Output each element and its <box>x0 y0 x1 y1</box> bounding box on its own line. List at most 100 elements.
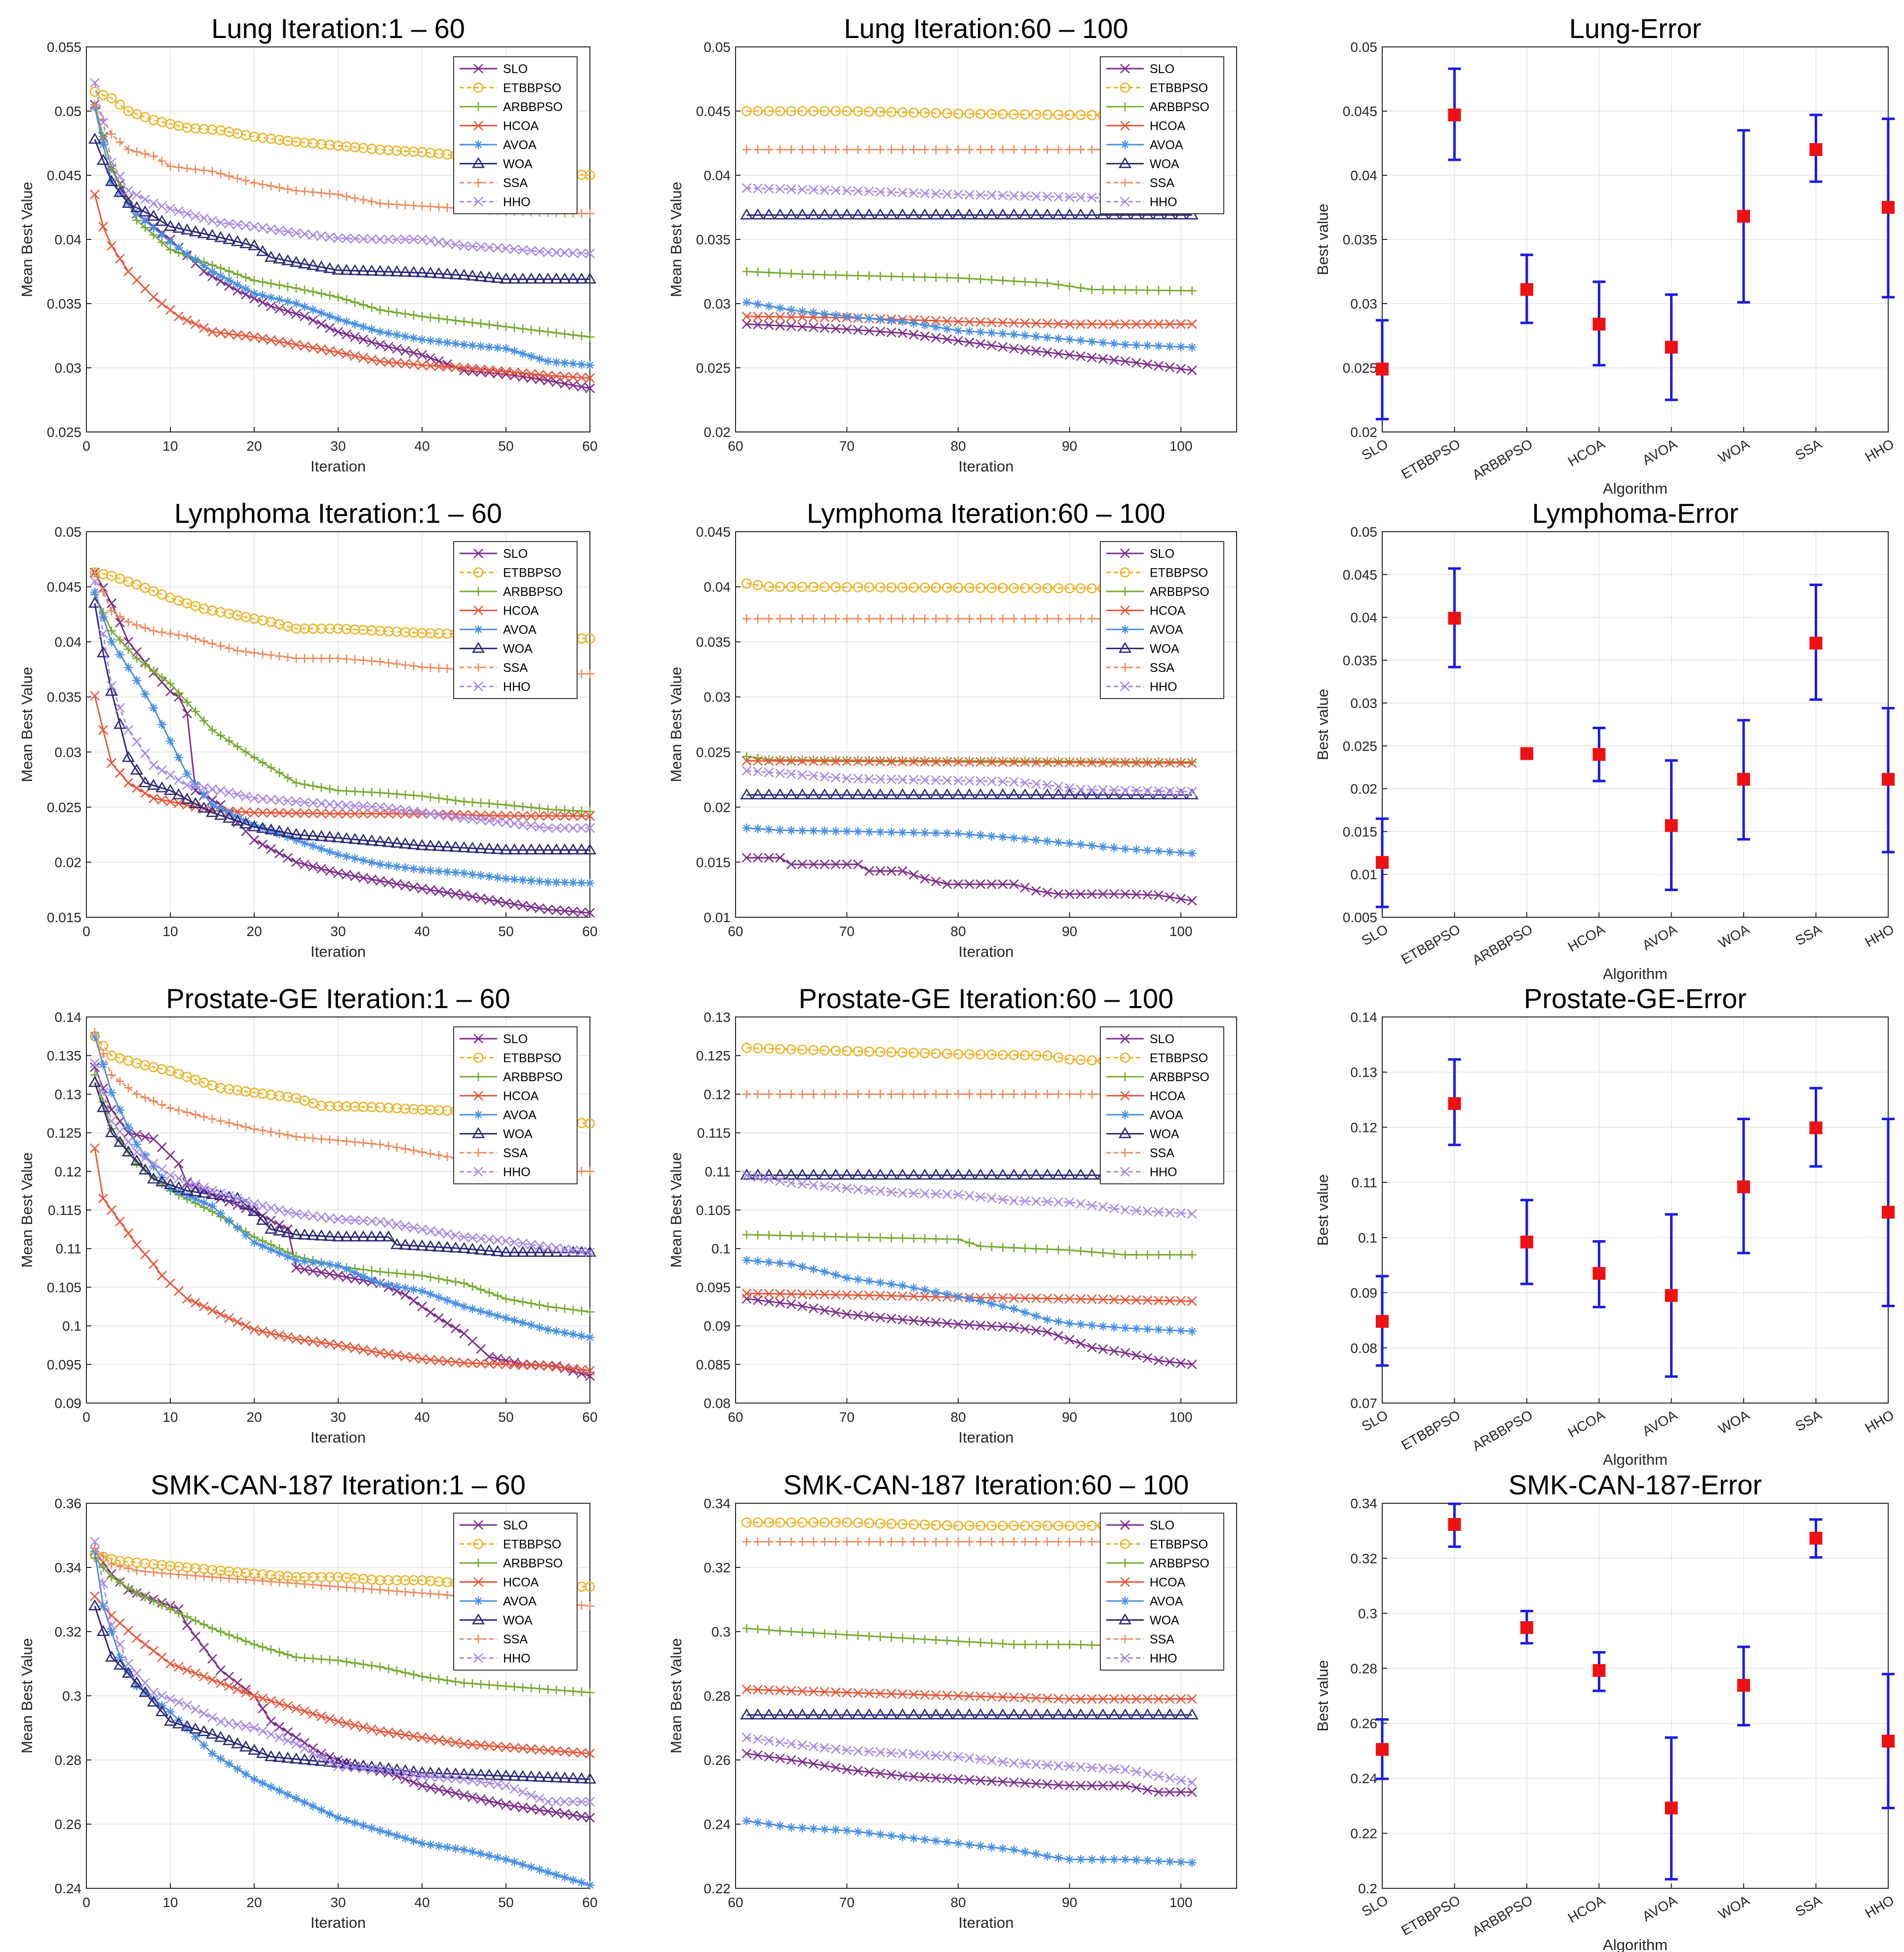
data-point <box>764 825 774 834</box>
data-point <box>325 847 334 857</box>
data-point <box>920 1286 930 1295</box>
data-point <box>797 1517 808 1528</box>
data-point <box>1054 1537 1063 1546</box>
data-point <box>920 320 930 330</box>
data-point <box>775 1289 785 1299</box>
x-axis-label: Iteration <box>958 1429 1013 1446</box>
data-point <box>443 1152 452 1162</box>
data-point <box>342 295 351 305</box>
data-point <box>283 853 293 863</box>
data-point <box>507 1769 521 1781</box>
legend-label: WOA <box>1150 1128 1179 1141</box>
data-point <box>132 1147 142 1157</box>
data-point <box>1141 208 1154 220</box>
data-point <box>808 1045 819 1055</box>
data-point <box>965 1537 974 1546</box>
data-point <box>350 1215 360 1225</box>
series-hho <box>90 1058 595 1257</box>
mean-marker <box>1737 210 1750 223</box>
data-point <box>166 1103 175 1113</box>
data-point <box>434 1313 444 1323</box>
data-point <box>510 875 519 884</box>
data-point <box>1029 1708 1043 1719</box>
data-point <box>976 1537 985 1546</box>
data-point <box>886 1689 896 1699</box>
data-point <box>807 1169 820 1180</box>
data-point <box>986 1049 997 1060</box>
data-point <box>300 1132 309 1142</box>
data-point <box>764 312 774 322</box>
data-point <box>331 264 345 275</box>
data-point <box>809 145 818 154</box>
data-point <box>829 1708 843 1719</box>
data-point <box>1154 1694 1164 1704</box>
data-point <box>325 232 335 242</box>
legend-label: SLO <box>1150 547 1174 561</box>
data-point <box>874 1169 887 1180</box>
y-tick-label: 0.05 <box>1351 39 1378 55</box>
legend-label: AVOA <box>1150 138 1183 152</box>
data-point <box>1154 1356 1164 1366</box>
data-point <box>493 873 502 882</box>
data-point <box>577 1167 586 1176</box>
data-point <box>831 271 840 280</box>
data-point <box>1187 343 1197 352</box>
data-point <box>898 1634 907 1642</box>
data-point <box>998 191 1008 200</box>
data-point <box>1053 1197 1064 1207</box>
legend-marker <box>474 140 483 149</box>
data-point <box>831 756 841 766</box>
data-point <box>786 106 797 117</box>
data-point <box>1087 889 1097 899</box>
data-point <box>199 166 208 175</box>
data-point <box>106 93 117 104</box>
data-point <box>141 1093 150 1102</box>
x-tick-label: SLO <box>1359 1407 1391 1434</box>
data-point <box>216 1717 226 1726</box>
data-point <box>518 1318 527 1327</box>
data-point <box>1154 286 1164 295</box>
data-point <box>392 659 401 668</box>
y-tick-label: 0.04 <box>55 634 82 650</box>
data-point <box>1107 788 1121 800</box>
data-point <box>808 1289 818 1299</box>
data-point <box>568 248 578 258</box>
data-point <box>1098 1294 1108 1305</box>
data-point <box>333 809 343 819</box>
data-point <box>1109 889 1119 899</box>
data-point <box>300 1256 309 1266</box>
data-point <box>451 1677 460 1686</box>
data-point <box>116 1562 124 1571</box>
data-point <box>155 215 169 226</box>
data-point <box>384 803 393 814</box>
data-point <box>375 1348 385 1358</box>
data-point <box>358 334 368 345</box>
series-arbbpso <box>90 1553 594 1697</box>
x-axis-label: Iteration <box>958 943 1013 960</box>
data-point <box>986 1321 997 1331</box>
data-point <box>1074 1708 1088 1719</box>
data-point <box>342 1816 351 1825</box>
data-point <box>797 1179 808 1189</box>
data-point <box>1064 757 1075 768</box>
data-point <box>1176 286 1186 295</box>
data-point <box>784 1708 798 1719</box>
x-tick-label: AVOA <box>1640 1892 1680 1924</box>
data-point <box>560 1363 570 1373</box>
data-point <box>267 293 275 302</box>
data-point <box>373 835 387 847</box>
data-point <box>1020 1537 1030 1546</box>
data-point <box>224 787 234 798</box>
y-tick-label: 0.045 <box>696 524 731 540</box>
data-point <box>1087 841 1096 850</box>
data-point <box>1032 1090 1041 1099</box>
y-tick-label: 0.3 <box>62 1688 81 1704</box>
data-point <box>1165 758 1175 768</box>
legend-label: AVOA <box>1150 623 1183 637</box>
data-point <box>1098 1344 1108 1354</box>
data-point <box>165 770 175 781</box>
data-point <box>443 795 452 804</box>
series-line <box>94 1541 590 1802</box>
data-point <box>876 1830 885 1839</box>
data-point <box>502 1313 510 1323</box>
